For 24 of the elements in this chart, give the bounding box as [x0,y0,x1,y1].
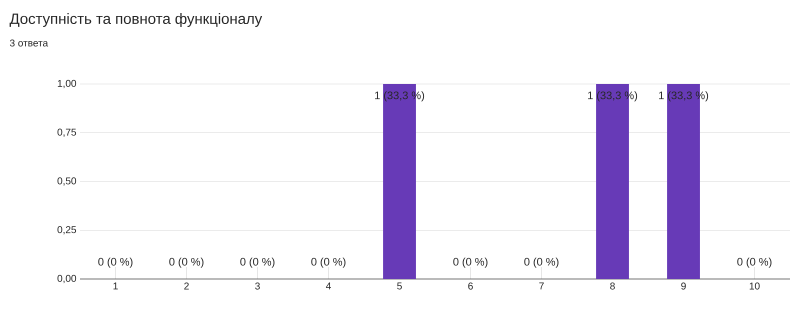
x-tick-label: 5 [397,282,402,290]
chart-title: Доступність та повнота функціоналу [10,13,262,27]
x-tick-label: 1 [114,282,118,290]
x-tick-label: 9 [681,282,686,290]
data-label: 0 (0 %) [311,258,346,268]
data-label: 0 (0 %) [240,258,274,268]
y-tick-label: 0,25 [57,226,76,234]
y-tick-label: 0,50 [57,177,76,186]
data-label: 0 (0 %) [169,258,204,268]
data-label: 0 (0 %) [524,258,558,268]
x-tick-label: 8 [610,282,615,290]
data-label: 0 (0 %) [737,258,772,268]
x-tick-label: 7 [539,282,544,290]
x-tick-label: 2 [184,282,189,290]
x-tick-label: 3 [255,282,260,290]
x-tick-label: 6 [468,282,473,290]
x-tick-label: 10 [750,282,760,290]
x-tick-label: 4 [326,282,331,290]
data-label: 0 (0 %) [98,258,132,268]
y-tick-label: 0,75 [57,128,76,137]
chart-subtitle: 3 ответа [10,39,48,47]
data-label: 0 (0 %) [453,258,488,268]
y-tick-label: 0,00 [57,274,76,284]
y-tick-label: 1,00 [58,80,76,88]
